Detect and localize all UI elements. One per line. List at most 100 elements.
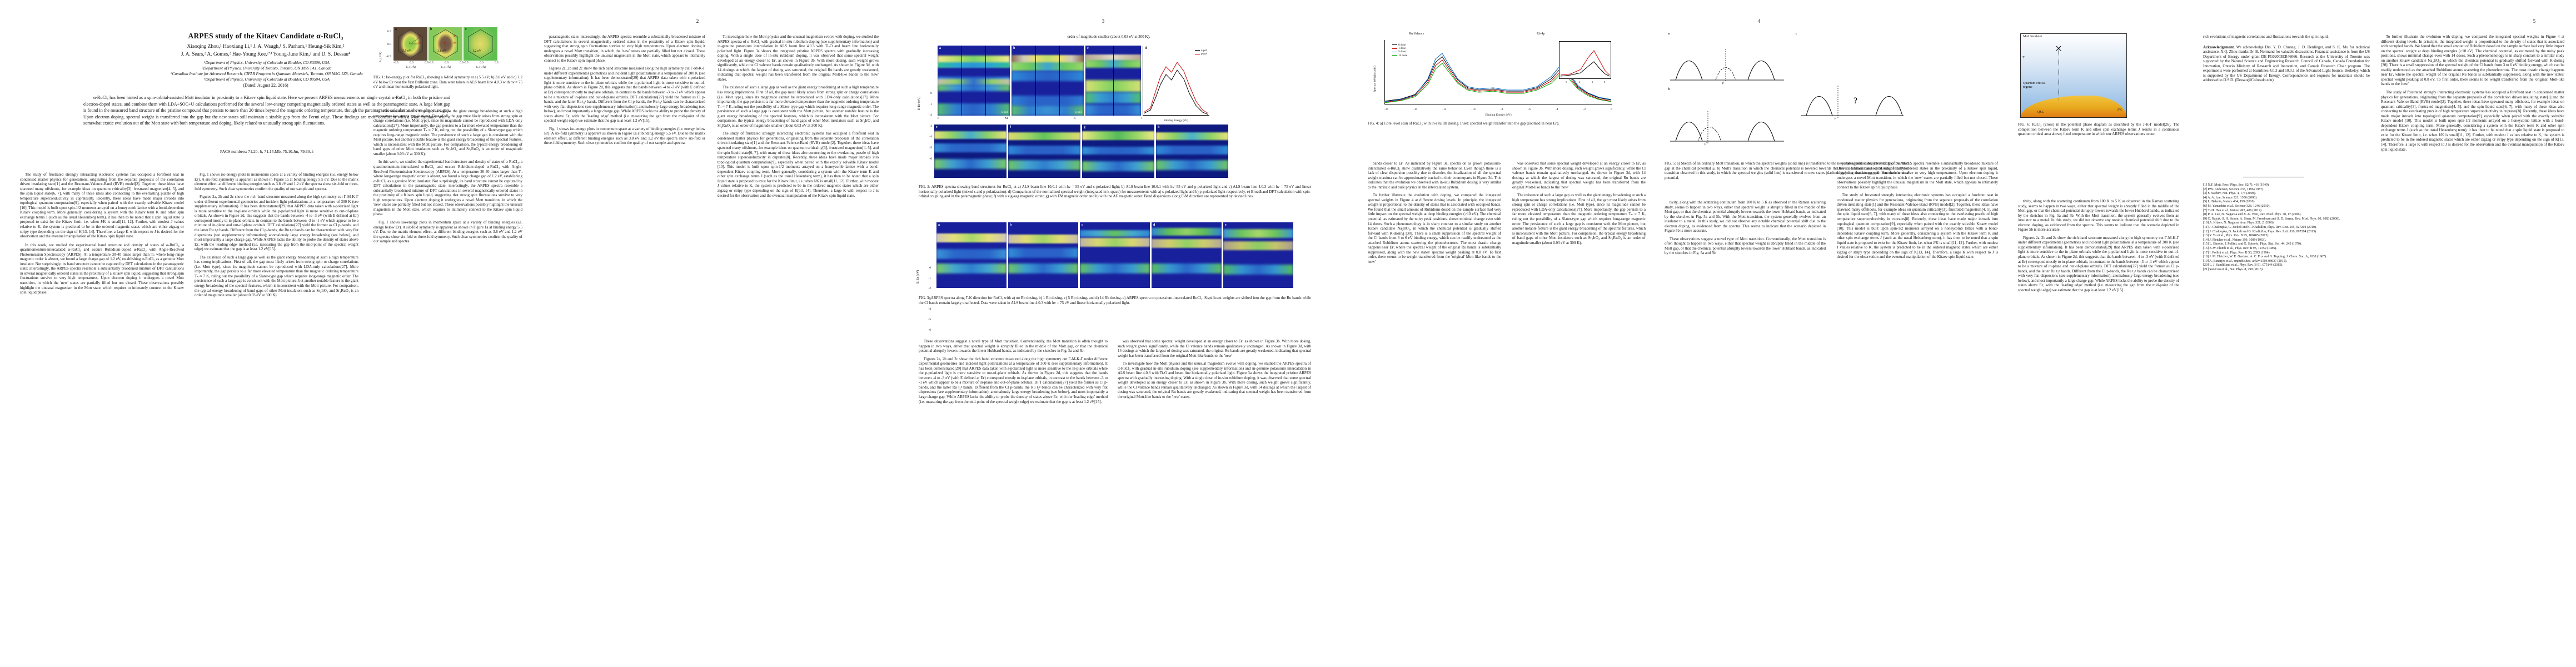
reference-item: [16] K.W. Plumb et al., Phys. Rev. B 93,… <box>2203 246 2277 250</box>
abstract: α-RuCl₃ has been hinted as a spin-orbita… <box>83 94 450 127</box>
figure-3-label: FIG. 3: <box>919 296 930 300</box>
fig2-polarization-b: p-pol <box>1075 111 1082 114</box>
fig2-panel-tag-c: c <box>1087 47 1089 50</box>
reference-item: [11] J. Chaloupka, G. Jackeli and G. Kha… <box>2203 225 2317 229</box>
page-4: 4 Ru Valence Rb 4p 0 dose 1 dose 5 dose … <box>1331 0 2190 667</box>
fig3-yticks: 0 -1 -2 -3 -4 -5 -6 <box>928 266 931 332</box>
reference-item: [7] T.-H. Han et al., Nature 492, 406 (2… <box>2203 208 2263 212</box>
figure-6-phase-diagram: Mott Insulator Quantum critical regime Q… <box>2020 33 2127 118</box>
page-number-5: 5 <box>2533 18 2536 24</box>
paragraph: To investigate how the Mott physics and … <box>718 34 879 82</box>
fig2-d-curves <box>1143 62 1209 115</box>
figure-4-caption: FIG. 4: a) Core level scan of RuCl₃ with… <box>1368 121 1617 126</box>
figure-3-caption-text: ARPES spectra along Γ-K direction for Ru… <box>919 296 1311 305</box>
paragraph: These observations suggest a novel type … <box>919 339 1108 354</box>
paragraph: paramagnetic state; interestingly, the A… <box>1837 161 1998 190</box>
page4-column-2: was observed that some spectral weight d… <box>1512 161 1646 650</box>
k-point-label: K <box>418 35 421 38</box>
fig3-panel-tag-e: e <box>1225 223 1227 227</box>
figure-1: kᵧ (1/Å) 0.5 0.0 -0.5 a Γ <box>373 26 524 89</box>
figure-2-caption-text: ARPES spectra showing band structures fo… <box>919 185 1311 198</box>
fig3-panel-d: d <box>1152 222 1222 288</box>
paragraph: Figures 2a, 2b and 2c show the rich band… <box>544 66 705 123</box>
paragraph: Fig. 1 shows iso-energy plots in momentu… <box>544 126 705 146</box>
page1-column-3: The existence of such a large gap as wel… <box>373 109 522 654</box>
k-point-label: K <box>454 35 456 38</box>
paragraph: Fig. 1 shows iso-energy plots in momentu… <box>195 172 358 191</box>
figure-1-label: FIG. 1: <box>373 75 385 79</box>
fig1-energy-a: 5.5 eV <box>402 49 411 53</box>
paragraph: The study of frustrated strongly interac… <box>20 172 184 239</box>
fig2-panel-tag-h: h <box>1158 126 1160 129</box>
brillouin-zone-hexagon-icon <box>398 29 423 59</box>
figure-2-panels-efgh: e f g h <box>934 125 1228 178</box>
references-list-left: [1] N.F. Mott, Proc. Phys. Soc. 62(7), 4… <box>2203 183 2370 272</box>
fig3-panel-a: a <box>936 222 1007 288</box>
reference-item: [6] M. Yamashita et al., Science 328, 12… <box>2203 204 2270 208</box>
brillouin-zone-hexagon-icon <box>468 29 493 59</box>
figure-4-plot: Ru Valence Rb 4p 0 dose 1 dose 5 dose 14… <box>1370 32 1615 117</box>
paragraph: The study of frustrated strongly interac… <box>2381 90 2564 152</box>
fig3-panel-tag-d: d <box>1153 223 1155 227</box>
fig2-polarization-a: s-pol <box>1001 111 1008 114</box>
fig1-xlabel: kₓ (1/Å) <box>406 66 416 69</box>
figure-2-label: FIG. 2: <box>919 185 930 189</box>
acknowledgement-text: . We acknowledge Drs. Y. D. Chuang, J. D… <box>2203 44 2370 83</box>
paragraph: In this work, we studied the experimenta… <box>20 242 184 295</box>
paragraph: The existence of such a large gap as wel… <box>1512 193 1646 245</box>
paragraph: Fig. 1 shows iso-energy plots in momentu… <box>373 220 522 244</box>
paragraph: The existence of such a large gap as wel… <box>718 85 879 128</box>
page4-column-4: paramagnetic state; interestingly, the A… <box>1837 161 1998 650</box>
page3-column-2: was observed that some spectral weight d… <box>1118 339 1311 650</box>
reference-item: [20] L. J. Sandilland et al., Phys. Rev.… <box>2203 263 2283 267</box>
paragraph: The existence of such a large gap as wel… <box>195 255 358 298</box>
paragraph: bands closer to Eғ. As indicated by Figu… <box>1368 161 1501 190</box>
m-point-label: M <box>454 42 457 45</box>
acknowledgement-heading: Acknowledgement <box>2203 44 2234 49</box>
fig6-mott-insulator-label: Mott Insulator <box>2023 35 2042 38</box>
fig3-panel-tag-a: a <box>938 223 940 227</box>
fig1-panel-c: c 1.2 eV <box>464 27 497 61</box>
fig2-panel-tag-e: e <box>936 126 938 129</box>
fig4-title-left: Ru Valence <box>1409 32 1424 36</box>
page3-lead-line: order of magnitude smaller (about 0.03 e… <box>1067 34 1150 39</box>
fig4-inset-xticks: -3 -2 -1 0 <box>1564 81 1606 83</box>
fig3-panel-b: b <box>1008 222 1078 288</box>
fig2-panel-b: b p-pol <box>1012 46 1084 116</box>
fig5-mu-prime-label: μ' <box>1705 142 1707 146</box>
page1-column-1: The study of frustrated strongly interac… <box>20 172 184 656</box>
fig1-xlabel: kₓ (1/Å) <box>441 66 451 69</box>
figure-5-caption: FIG. 5: a) Sketch of an ordinary Mott tr… <box>1665 161 1909 180</box>
affiliation-2: ²Department of Physics, University of To… <box>202 66 332 71</box>
reference-item: [5] L. Balents, Nature 464, 199 (2010). <box>2203 200 2255 204</box>
figure-6-caption: FIG. 6: RuCl₃ (cross) in the potential p… <box>2018 122 2179 137</box>
fig4-xlabel: Binding Energy (eV) <box>1485 113 1512 117</box>
paragraph: Figures 2a, 2b and 2c show the rich band… <box>195 195 358 252</box>
fig2-panel-h: h <box>1156 125 1228 178</box>
page-title: ARPES study of the Kitaev Candidate α-Ru… <box>188 32 343 40</box>
page-number-2: 2 <box>696 18 699 24</box>
reference-item: [12] J. Chaloupka, G. Jackeli and G. Kha… <box>2203 230 2317 233</box>
page-2: 2 paramagnetic state; interestingly, the… <box>531 0 898 667</box>
figure-1-caption: FIG. 1: Iso-energy plot for RuCl₃ showin… <box>373 75 522 89</box>
reference-item: [9] C. Nayak, S. H. Simon, A. Stern, M. … <box>2203 217 2340 221</box>
page-5: 5 rich evolutions of magnetic correlatio… <box>2190 0 2576 667</box>
fig2-panel-f: f <box>1008 125 1080 178</box>
paragraph: was observed that some spectral weight d… <box>1512 161 1646 190</box>
reference-item: [15] L. Binotto, I. Pollini, and G. Spin… <box>2203 242 2302 246</box>
fig5-panel-tag-b: b <box>1668 88 1670 91</box>
paragraph: was observed that some spectral weight d… <box>1118 339 1311 358</box>
paragraph: These observations suggest a novel type … <box>1665 236 1826 256</box>
fig5-panel-tag-a: a <box>1668 32 1670 36</box>
fig2-panel-tag-f: f <box>1010 126 1011 129</box>
gamma-point-label: Γ <box>409 42 411 45</box>
paragraph: The study of frustrated strongly interac… <box>718 131 879 198</box>
acknowledgement: Acknowledgement. We acknowledge Drs. Y. … <box>2203 45 2370 83</box>
figure-5-schematic: a b c ? <box>1665 32 1909 155</box>
reference-item: [17] I. Pollini et al., Phys. Rev. B 50,… <box>2203 251 2271 255</box>
fig1-energy-c: 1.2 eV <box>472 49 481 53</box>
fig1-yticks: 0.5 0.0 -0.5 <box>386 30 391 59</box>
figure-4-caption-text: a) Core level scan of RuCl₃ with in-situ… <box>1379 121 1559 126</box>
fig6-qsl-label: QSL <box>2037 111 2044 114</box>
paragraph: rich evolutions of magnetic correlations… <box>2203 34 2329 39</box>
